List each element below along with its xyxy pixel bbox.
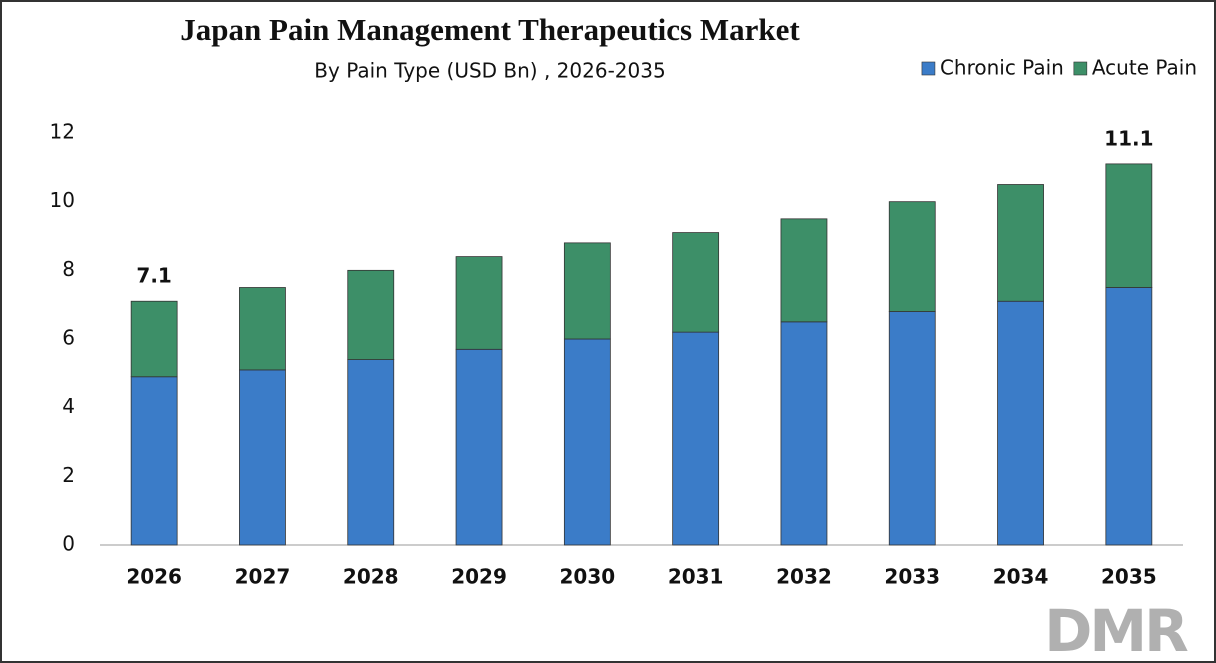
- total-label: 11.1: [1104, 126, 1153, 150]
- x-tick-label: 2034: [993, 565, 1049, 589]
- x-tick-label: 2035: [1101, 565, 1157, 589]
- bar-segment: [563, 242, 611, 340]
- y-tick-label: 0: [62, 532, 75, 556]
- y-tick-label: 4: [62, 394, 75, 418]
- bar-segment: [672, 331, 720, 546]
- bar-segment: [455, 256, 503, 350]
- x-tick-label: 2028: [343, 565, 399, 589]
- x-tick-label: 2029: [451, 565, 507, 589]
- x-tick-label: 2031: [668, 565, 724, 589]
- chart-subtitle: By Pain Type (USD Bn) , 2026-2035: [314, 59, 665, 83]
- y-tick-label: 12: [50, 120, 75, 144]
- bar-segment: [780, 321, 828, 546]
- bar-segment: [239, 369, 286, 546]
- bar-segment: [888, 201, 936, 312]
- legend-label: Acute Pain: [1092, 56, 1197, 80]
- x-tick-label: 2030: [560, 565, 616, 589]
- total-label: 7.1: [136, 264, 171, 288]
- bar-segment: [130, 376, 178, 546]
- watermark: DMR: [1044, 597, 1188, 663]
- y-tick-label: 8: [62, 257, 75, 281]
- x-tick-label: 2026: [126, 565, 182, 589]
- legend-label: Chronic Pain: [940, 56, 1064, 80]
- bar-segment: [1105, 287, 1153, 546]
- bar-segment: [563, 338, 611, 546]
- bar-segment: [780, 218, 828, 323]
- bar-segment: [672, 232, 720, 333]
- y-tick-label: 10: [50, 188, 75, 212]
- chart-title: Japan Pain Management Therapeutics Marke…: [180, 12, 800, 47]
- bar-segment: [347, 359, 395, 546]
- bar-segment: [130, 300, 178, 378]
- bar-segment: [239, 287, 286, 371]
- y-tick-label: 6: [62, 326, 75, 350]
- legend-swatch: [1073, 61, 1088, 76]
- bar-segment: [997, 300, 1044, 546]
- bar-segment: [888, 311, 936, 546]
- bar-segment: [347, 269, 395, 361]
- bar-segment: [1105, 163, 1153, 288]
- bar-segment: [455, 348, 503, 546]
- x-tick-label: 2027: [235, 565, 291, 589]
- y-tick-label: 2: [62, 463, 75, 487]
- bar-segment: [997, 184, 1044, 302]
- legend-swatch: [921, 61, 936, 76]
- x-tick-label: 2033: [884, 565, 940, 589]
- x-tick-label: 2032: [776, 565, 832, 589]
